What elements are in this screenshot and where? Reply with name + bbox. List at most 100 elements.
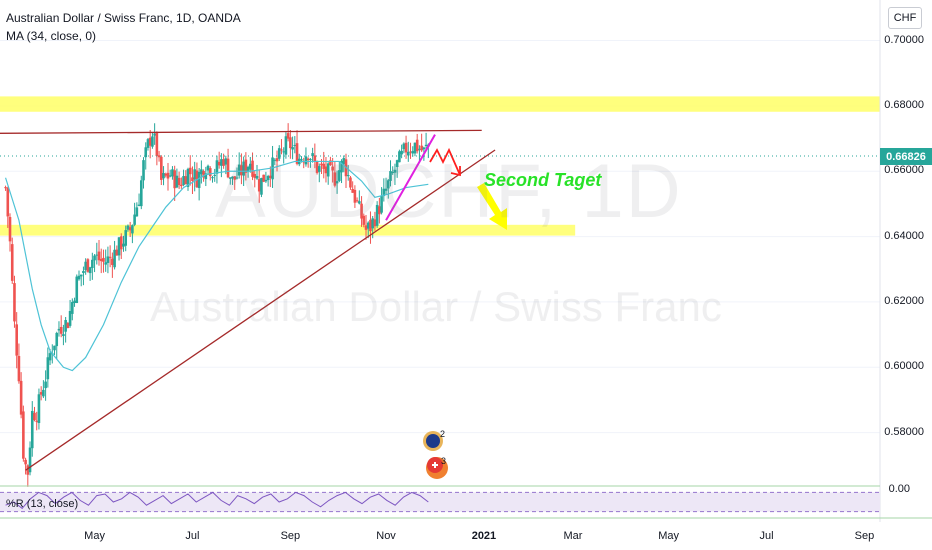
- candle-body: [68, 310, 72, 326]
- candle-body: [300, 159, 303, 161]
- red-projection-arrow: [429, 147, 461, 176]
- candle-body: [168, 175, 172, 177]
- candle-body: [231, 176, 234, 179]
- candle-body: [171, 169, 174, 177]
- svg-text:3: 3: [441, 456, 446, 466]
- candle-body: [284, 136, 288, 155]
- candle-body: [246, 166, 250, 172]
- candle-body: [224, 158, 228, 165]
- candle-body: [151, 136, 154, 147]
- candle-body: [257, 179, 261, 192]
- candle-body: [353, 189, 357, 203]
- candle-body: [213, 174, 217, 176]
- candle-body: [366, 222, 370, 229]
- candle-body: [66, 323, 70, 329]
- current-price-tag: 0.66826: [880, 148, 932, 165]
- candle-body: [93, 255, 96, 261]
- candle-body: [59, 327, 63, 334]
- candle-body: [249, 163, 252, 170]
- candle-body: [389, 171, 392, 181]
- candle-body: [153, 133, 156, 136]
- price-tick-label: 0.58000: [884, 425, 924, 438]
- candle-body: [326, 163, 330, 177]
- candle-body: [369, 219, 372, 232]
- candle-body: [44, 381, 47, 389]
- candle-body: [264, 179, 268, 182]
- candle-body: [384, 188, 388, 191]
- candle-body: [309, 159, 312, 161]
- candle-body: [286, 133, 290, 139]
- candle-body: [411, 151, 415, 154]
- candle-body: [62, 334, 65, 337]
- candle-body: [139, 180, 143, 207]
- highlight-zone[interactable]: [0, 224, 576, 236]
- candle-body: [19, 380, 23, 415]
- wr-band: [0, 492, 880, 512]
- highlight-zone[interactable]: [0, 96, 880, 112]
- symbol-title[interactable]: Australian Dollar / Swiss Franc, 1D, OAN…: [6, 11, 241, 25]
- support-resistance-zones: [0, 96, 880, 236]
- candle-body: [380, 196, 383, 213]
- candle-body: [208, 168, 212, 177]
- time-tick-label: Mar: [563, 530, 583, 542]
- ma-legend[interactable]: MA (34, close, 0): [6, 29, 97, 43]
- resistance-line[interactable]: [0, 129, 482, 134]
- candle-body: [95, 254, 99, 256]
- candle-body: [82, 271, 85, 274]
- candle-body: [146, 139, 150, 148]
- candle-body: [415, 139, 419, 152]
- candle-body: [331, 166, 334, 171]
- candle-body: [117, 237, 121, 256]
- candle-body: [46, 357, 50, 380]
- candle-body: [291, 147, 294, 150]
- candle-body: [79, 274, 83, 277]
- candle-body: [37, 394, 41, 424]
- candle-body: [73, 300, 76, 303]
- candle-body: [260, 177, 263, 195]
- indicator-label[interactable]: %R (13, close): [6, 498, 79, 510]
- candle-body: [91, 259, 94, 269]
- time-tick-label: Sep: [854, 530, 875, 542]
- price-tick-label: 0.64000: [884, 229, 924, 242]
- candle-body: [144, 147, 148, 158]
- time-tick-label: Sep: [280, 530, 301, 542]
- candle-body: [371, 218, 374, 229]
- candle-body: [206, 165, 210, 171]
- candle-body: [204, 173, 208, 180]
- candle-body: [315, 161, 319, 173]
- candle-body: [386, 180, 390, 189]
- candle-body: [340, 160, 343, 173]
- candle-body: [211, 177, 214, 179]
- candle-body: [133, 214, 136, 225]
- candle-body: [358, 201, 361, 204]
- candle-body: [351, 189, 354, 193]
- magenta-line[interactable]: [385, 134, 436, 221]
- candle-body: [13, 283, 16, 322]
- event-icon-au[interactable]: 2: [423, 429, 445, 451]
- event-icon-ch[interactable]: 3: [426, 456, 448, 479]
- candle-body: [228, 177, 232, 179]
- candle-body: [375, 204, 379, 226]
- trend-line[interactable]: [25, 149, 496, 471]
- candle-body: [418, 148, 421, 150]
- candle-body: [202, 171, 205, 178]
- candle-body: [119, 236, 123, 250]
- candle-body: [182, 176, 185, 186]
- candle-body: [180, 184, 183, 187]
- candle-body: [135, 207, 139, 217]
- candle-body: [402, 143, 406, 150]
- candle-body: [266, 176, 270, 181]
- price-tick-label: 0.68000: [884, 98, 924, 111]
- currency-button[interactable]: CHF: [888, 7, 922, 29]
- candle-body: [8, 217, 12, 242]
- candle-body: [295, 143, 299, 164]
- price-tick-label: 0.62000: [884, 294, 924, 307]
- candle-body: [244, 159, 248, 173]
- candle-body: [55, 332, 59, 347]
- candle-body: [306, 158, 310, 161]
- candle-body: [157, 155, 161, 158]
- candle-body: [155, 133, 159, 156]
- candle-body: [280, 149, 283, 151]
- candle-body: [393, 169, 397, 173]
